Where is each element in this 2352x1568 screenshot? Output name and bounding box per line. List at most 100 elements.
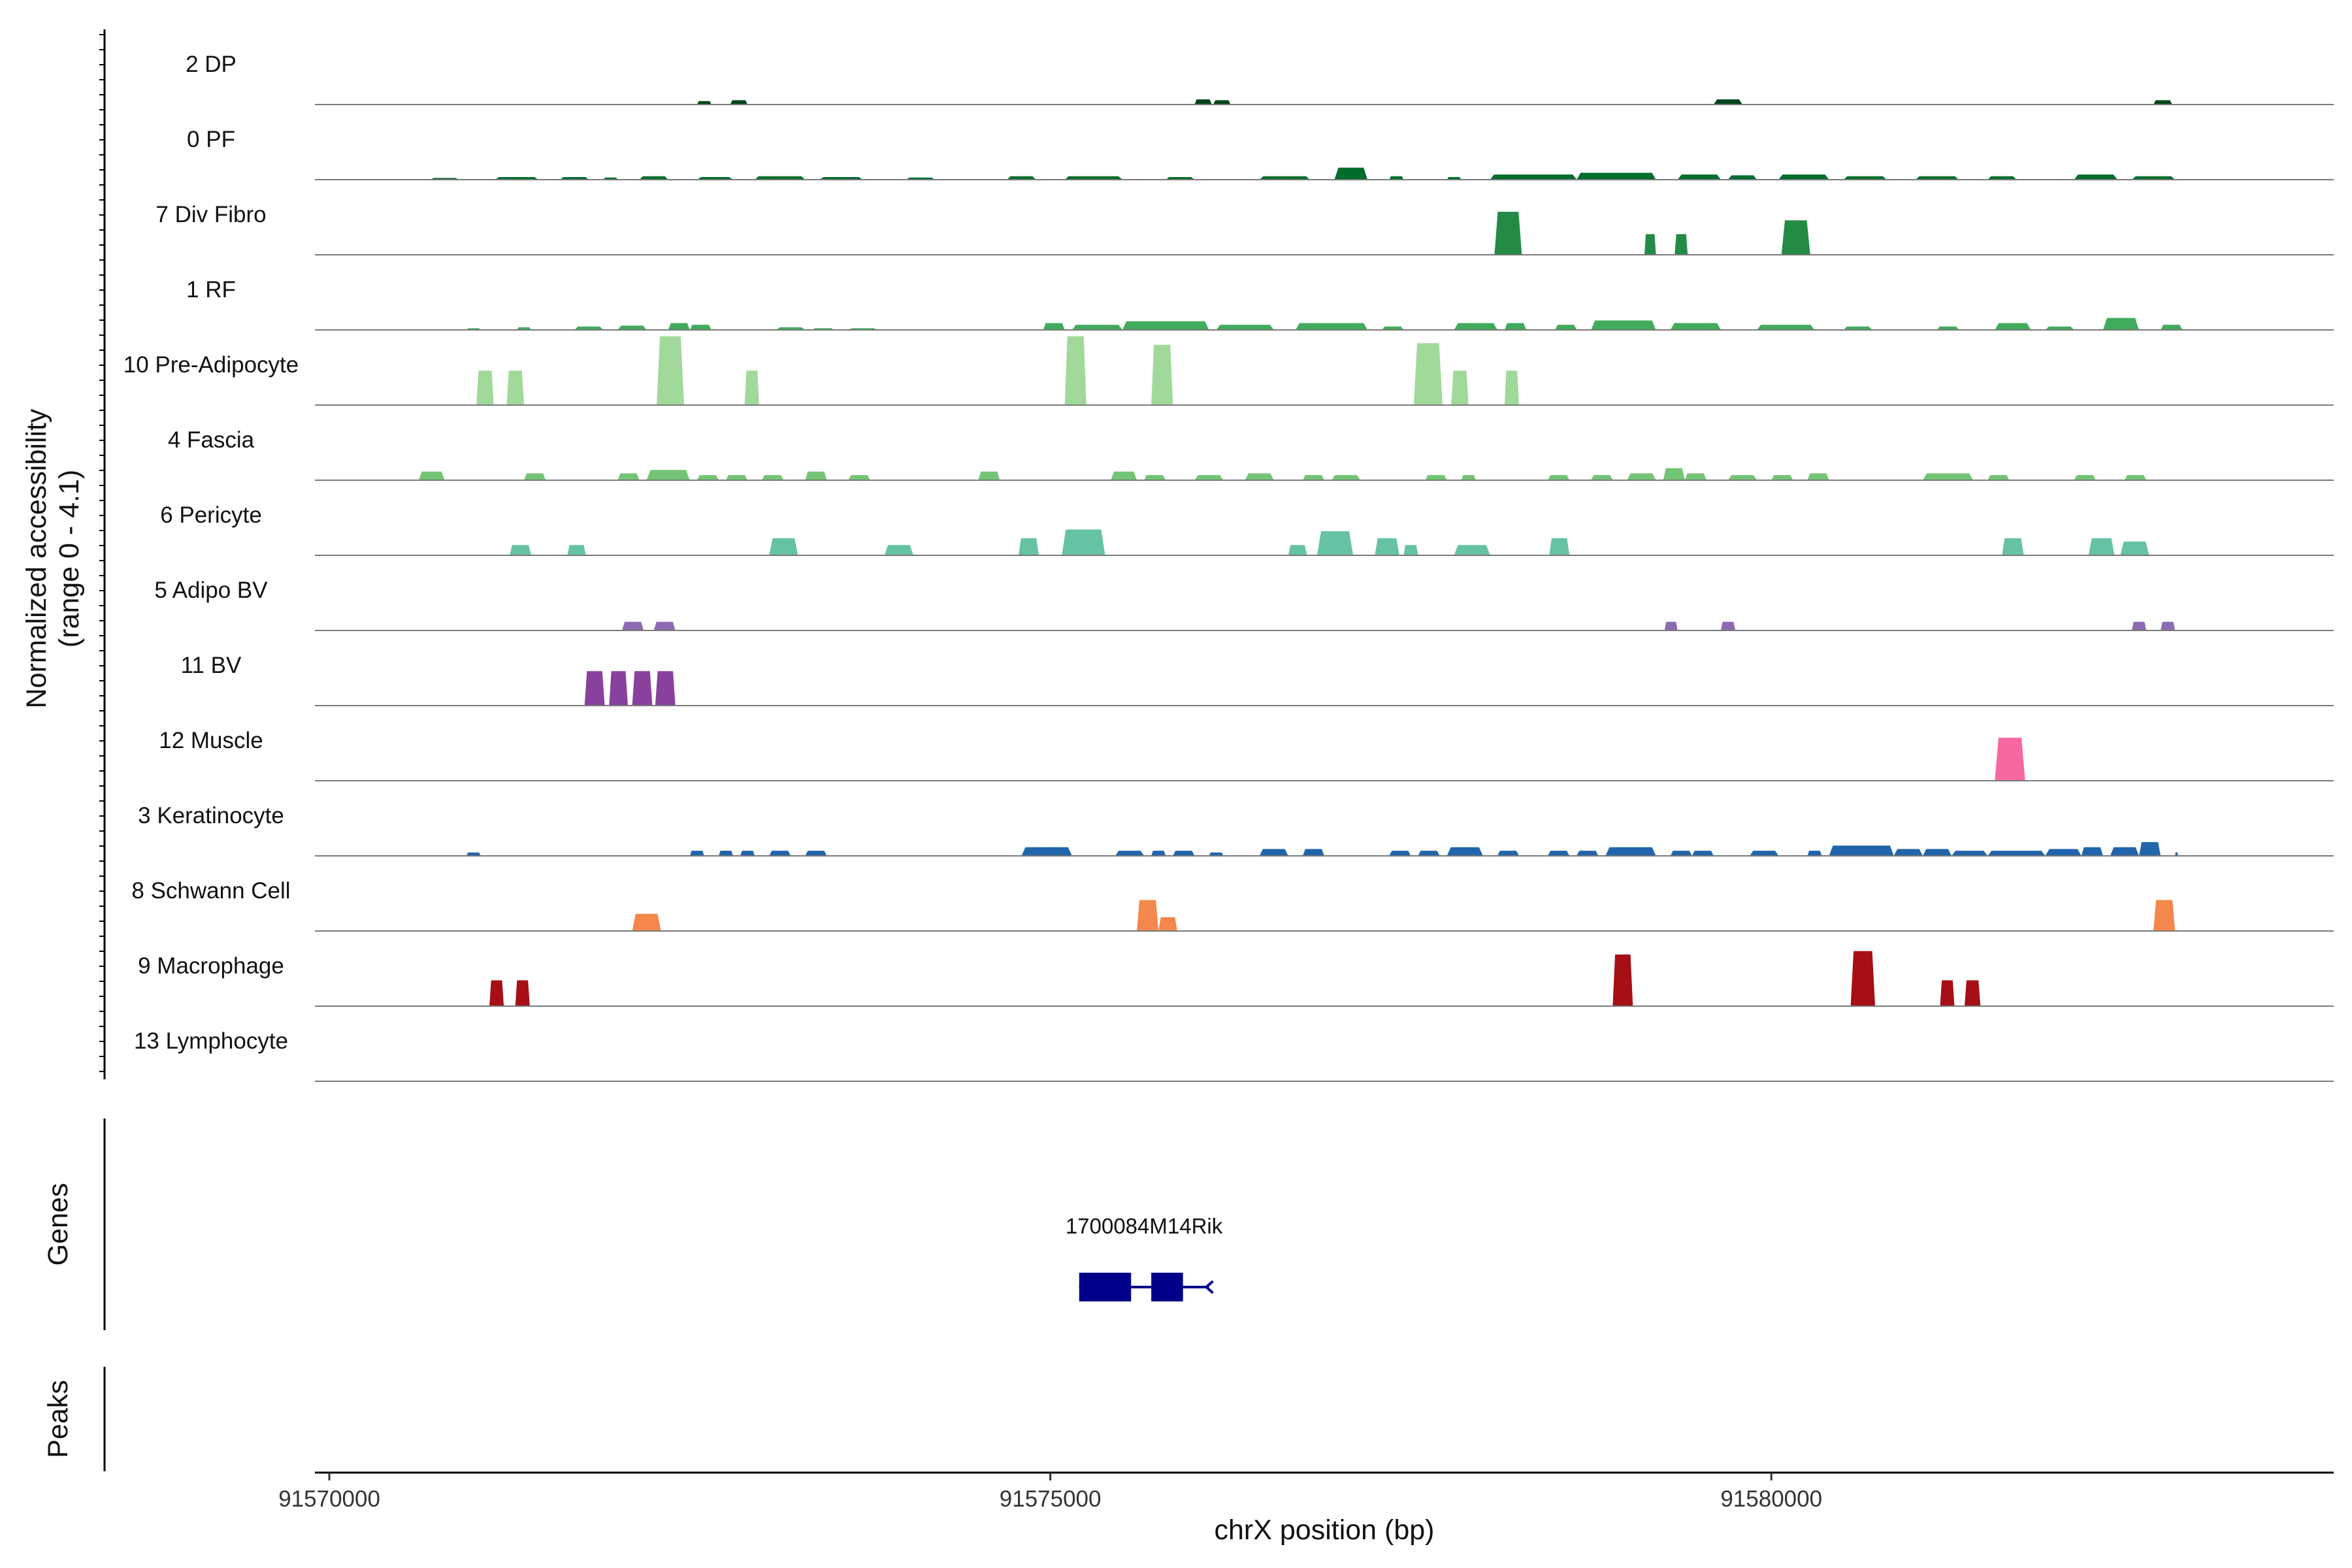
coverage-peak	[762, 475, 784, 480]
coverage-peak	[515, 980, 530, 1006]
coverage-peak	[2045, 326, 2074, 330]
coverage-peak	[1375, 538, 1399, 555]
coverage-peak	[622, 621, 644, 630]
coverage-peak	[2132, 176, 2176, 180]
track-12-muscle: 12 Muscle	[159, 728, 2334, 781]
coverage-peak	[1111, 471, 1137, 480]
track-label: 10 Pre-Adipocyte	[123, 352, 299, 378]
coverage-peak	[1504, 323, 1526, 330]
coverage-peak	[1137, 900, 1159, 931]
coverage-peak	[1454, 545, 1490, 555]
coverage-peak	[1750, 851, 1779, 856]
coverage-peak	[696, 101, 711, 105]
coverage-peak	[1781, 220, 1810, 255]
coverage-peak	[1389, 176, 1404, 180]
coverage-peak	[1674, 234, 1688, 255]
x-tick-label: 91580000	[1720, 1486, 1822, 1512]
coverage-peak	[1923, 473, 1974, 480]
coverage-peak	[2102, 318, 2139, 330]
coverage-peak	[2132, 621, 2147, 630]
coverage-peak	[1771, 475, 1793, 480]
coverage-peak	[1757, 325, 1815, 330]
coverage-peak	[805, 471, 827, 480]
coverage-peak	[1043, 323, 1065, 330]
coverage-peak	[646, 470, 690, 480]
coverage-peak	[726, 475, 748, 480]
coverage-peak	[1259, 849, 1288, 856]
coverage-peak	[1952, 851, 1988, 856]
coverage-peak	[1216, 325, 1274, 330]
track-7-div-fibro: 7 Div Fibro	[155, 202, 2334, 255]
coverage-peak	[696, 475, 719, 480]
coverage-peak	[1605, 847, 1656, 856]
coverage-peak	[2074, 174, 2117, 180]
track-label: 6 Pericyte	[160, 502, 262, 528]
track-11-bv: 11 BV	[181, 653, 2334, 706]
coverage-peak	[1403, 545, 1418, 555]
coverage-peak	[1490, 174, 1577, 180]
genes-panel-label: Genes	[42, 1183, 74, 1266]
coverage-peak	[1122, 321, 1209, 330]
track-10-pre-adipocyte: 10 Pre-Adipocyte	[123, 336, 2334, 406]
coverage-peak	[1302, 849, 1324, 856]
coverage-peak	[1627, 473, 1656, 480]
track-label: 1 RF	[186, 277, 236, 302]
y-axis-title-line-1: Normalized accessibility	[21, 408, 52, 708]
coverage-peak	[617, 473, 640, 480]
coverage-peak	[1331, 475, 1361, 480]
coverage-peak	[884, 545, 913, 555]
coverage-peak	[1194, 475, 1224, 480]
coverage-peak	[978, 471, 1000, 480]
coverage-peak	[1843, 176, 1887, 180]
coverage-peak	[1728, 475, 1757, 480]
coverage-peak	[1019, 538, 1039, 555]
coverage-peak	[1418, 851, 1440, 856]
coverage-peak	[2161, 325, 2183, 330]
coverage-peak	[1389, 851, 1411, 856]
coverage-peak	[1965, 980, 1981, 1006]
coverage-peak	[1664, 621, 1678, 630]
coverage-peak	[2161, 621, 2176, 630]
coverage-peak	[1062, 529, 1105, 555]
coverage-peak	[2002, 538, 2024, 555]
coverage-peak	[1663, 468, 1685, 480]
x-axis-title: chrX position (bp)	[1215, 1514, 1435, 1546]
coverage-peak	[2175, 852, 2178, 856]
track-label: 7 Div Fibro	[155, 202, 266, 227]
coverage-peak	[1213, 100, 1231, 105]
coverage-peak	[1915, 176, 1959, 180]
coverage-peak	[1691, 851, 1714, 856]
track-1-rf: 1 RF	[186, 277, 2334, 331]
coverage-peak	[639, 176, 668, 180]
track-9-macrophage: 9 Macrophage	[138, 951, 2334, 1007]
coverage-peak	[1144, 475, 1166, 480]
coverage-peak	[1317, 531, 1354, 555]
coverage-peak	[1382, 326, 1404, 330]
coverage-peak	[1807, 851, 1822, 856]
track-label: 8 Schwann Cell	[131, 878, 290, 904]
coverage-peak	[1548, 851, 1570, 856]
coverage-peak	[769, 851, 791, 856]
track-8-schwann-cell: 8 Schwann Cell	[131, 878, 2334, 932]
coverage-peak	[2153, 900, 2176, 931]
coverage-peak	[2120, 541, 2149, 555]
coverage-peak	[1071, 325, 1122, 330]
coverage-peak	[1504, 370, 1519, 405]
coverage-peak	[524, 473, 546, 480]
track-label: 2 DP	[186, 52, 237, 77]
track-6-pericyte: 6 Pericyte	[160, 502, 2334, 556]
peaks-panel-label: Peaks	[42, 1380, 74, 1458]
coverage-peak	[1612, 955, 1633, 1006]
coverage-peak	[1413, 343, 1443, 405]
coverage-peak	[1549, 538, 1570, 555]
coverage-peak	[2045, 849, 2082, 856]
coverage-peak	[1451, 370, 1469, 405]
coverage-peak	[632, 913, 661, 931]
x-axis: 91570000 91575000 91580000	[278, 1473, 1822, 1512]
coverage-peak	[2110, 847, 2139, 856]
coverage-peak	[1302, 475, 1324, 480]
coverage-peak	[1778, 174, 1829, 180]
coverage-peak	[1494, 212, 1522, 255]
coverage-peak	[466, 852, 481, 856]
coverage-peak	[1713, 99, 1743, 105]
